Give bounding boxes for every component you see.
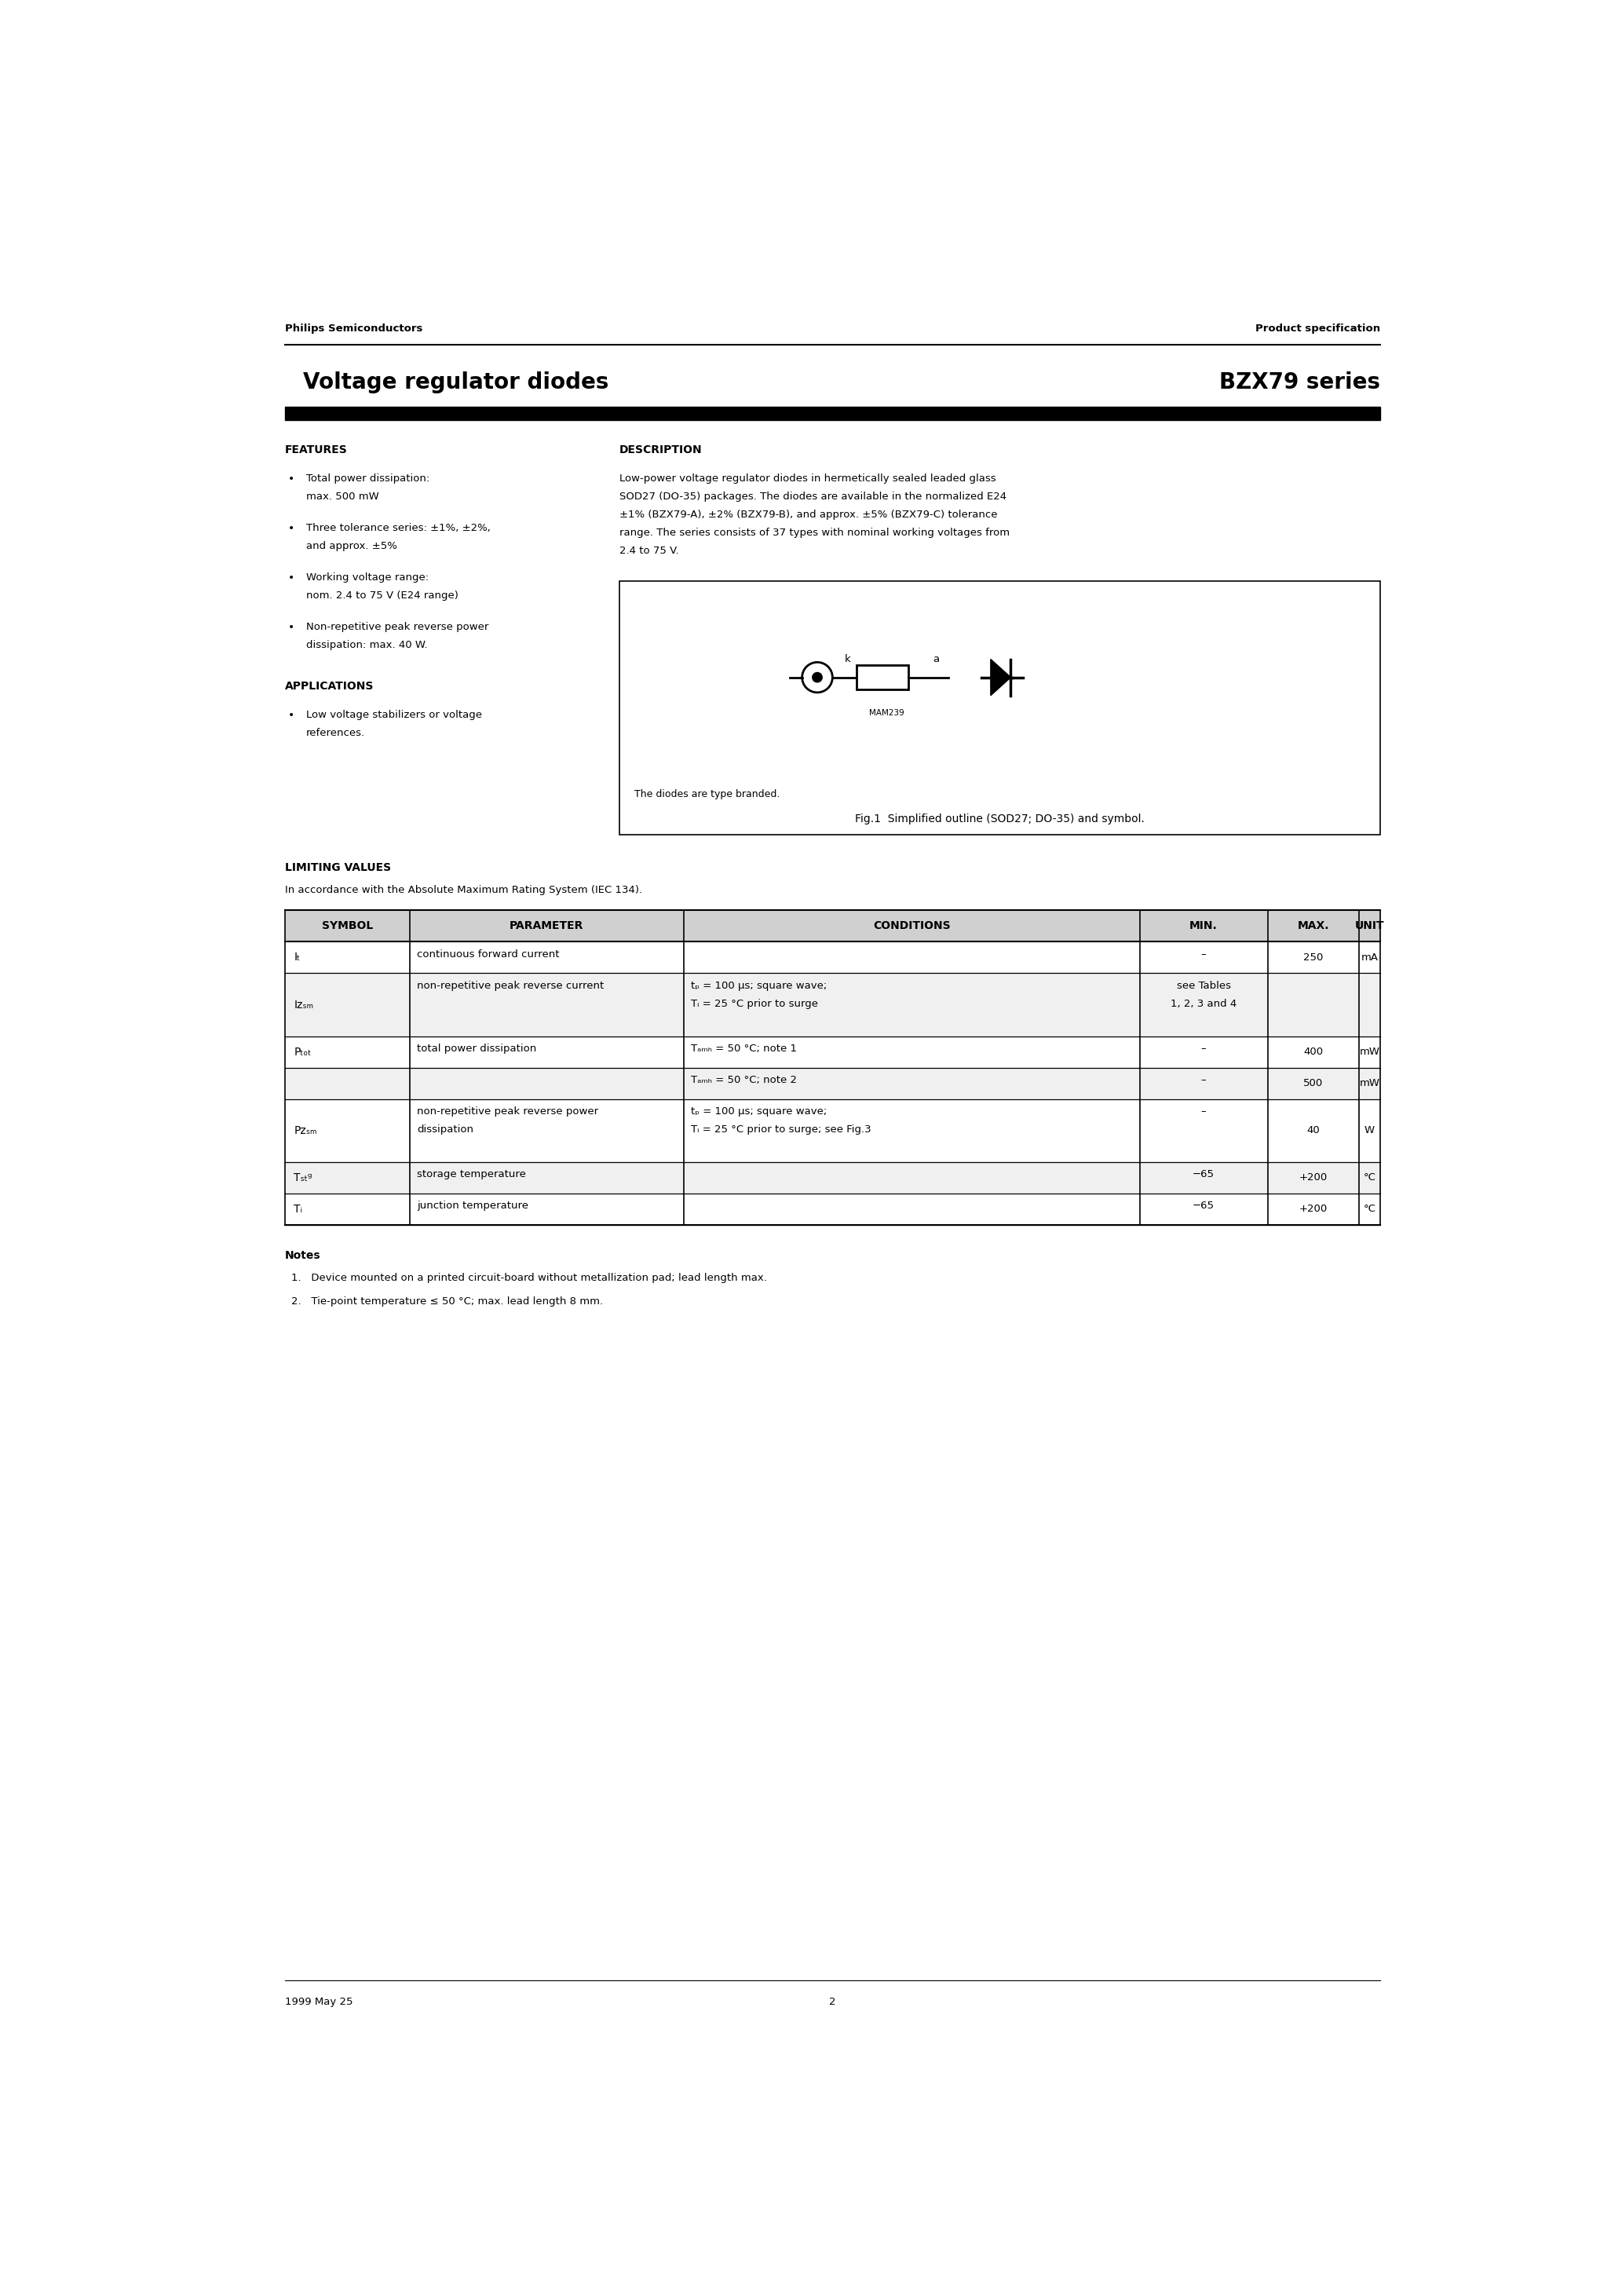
Text: W: W <box>1364 1125 1374 1137</box>
Text: Pᴢₛₘ: Pᴢₛₘ <box>294 1125 318 1137</box>
Bar <box>285 941 1380 974</box>
Bar <box>285 1035 1380 1068</box>
Bar <box>285 1162 1380 1194</box>
Bar <box>285 1100 1380 1162</box>
Text: Non-repetitive peak reverse power: Non-repetitive peak reverse power <box>307 622 488 631</box>
Text: see Tables: see Tables <box>1176 980 1231 990</box>
Text: Tₛₜᵍ: Tₛₜᵍ <box>294 1173 313 1182</box>
Text: and approx. ±5%: and approx. ±5% <box>307 542 397 551</box>
Text: Fig.1  Simplified outline (SOD27; DO-35) and symbol.: Fig.1 Simplified outline (SOD27; DO-35) … <box>855 813 1145 824</box>
Text: FEATURES: FEATURES <box>285 443 347 455</box>
Text: CONDITIONS: CONDITIONS <box>873 921 950 932</box>
Text: •: • <box>289 473 295 484</box>
Text: APPLICATIONS: APPLICATIONS <box>285 680 375 691</box>
Text: 250: 250 <box>1302 953 1324 962</box>
Text: °C: °C <box>1362 1203 1375 1215</box>
Text: Voltage regulator diodes: Voltage regulator diodes <box>303 372 608 393</box>
Text: Product specification: Product specification <box>1255 324 1380 333</box>
Text: 40: 40 <box>1307 1125 1320 1137</box>
Text: Tₐₘₕ = 50 °C; note 2: Tₐₘₕ = 50 °C; note 2 <box>691 1075 796 1086</box>
Text: The diodes are type branded.: The diodes are type branded. <box>634 790 780 799</box>
Text: tₚ = 100 μs; square wave;: tₚ = 100 μs; square wave; <box>691 1107 827 1116</box>
Text: non-repetitive peak reverse current: non-repetitive peak reverse current <box>417 980 603 990</box>
Text: MAX.: MAX. <box>1298 921 1328 932</box>
Text: Working voltage range:: Working voltage range: <box>307 572 428 583</box>
Text: storage temperature: storage temperature <box>417 1169 526 1180</box>
Text: DESCRIPTION: DESCRIPTION <box>620 443 702 455</box>
Bar <box>285 406 1380 420</box>
Text: LIMITING VALUES: LIMITING VALUES <box>285 861 391 872</box>
Text: 400: 400 <box>1304 1047 1324 1056</box>
Text: mW: mW <box>1359 1079 1380 1088</box>
Bar <box>285 1194 1380 1224</box>
Text: −65: −65 <box>1192 1169 1215 1180</box>
Text: junction temperature: junction temperature <box>417 1201 529 1210</box>
Text: 1, 2, 3 and 4: 1, 2, 3 and 4 <box>1171 999 1236 1008</box>
Text: dissipation: dissipation <box>417 1125 474 1134</box>
Text: 1999 May 25: 1999 May 25 <box>285 1998 354 2007</box>
Text: Notes: Notes <box>285 1251 321 1261</box>
Text: BZX79 series: BZX79 series <box>1220 372 1380 393</box>
Text: Three tolerance series: ±1%, ±2%,: Three tolerance series: ±1%, ±2%, <box>307 523 490 533</box>
Text: 1.   Device mounted on a printed circuit-board without metallization pad; lead l: 1. Device mounted on a printed circuit-b… <box>290 1274 767 1283</box>
Text: continuous forward current: continuous forward current <box>417 948 560 960</box>
Text: PARAMETER: PARAMETER <box>509 921 584 932</box>
Text: –: – <box>1200 1107 1207 1116</box>
Text: max. 500 mW: max. 500 mW <box>307 491 380 501</box>
Text: 500: 500 <box>1302 1079 1324 1088</box>
Text: tₚ = 100 μs; square wave;: tₚ = 100 μs; square wave; <box>691 980 827 990</box>
Text: MAM239: MAM239 <box>869 709 903 716</box>
Text: •: • <box>289 572 295 583</box>
Text: dissipation: max. 40 W.: dissipation: max. 40 W. <box>307 641 428 650</box>
Text: –: – <box>1200 948 1207 960</box>
Text: 2.   Tie-point temperature ≤ 50 °C; max. lead length 8 mm.: 2. Tie-point temperature ≤ 50 °C; max. l… <box>290 1297 603 1306</box>
Text: In accordance with the Absolute Maximum Rating System (IEC 134).: In accordance with the Absolute Maximum … <box>285 884 642 895</box>
Text: °C: °C <box>1362 1173 1375 1182</box>
Text: •: • <box>289 523 295 533</box>
Bar <box>285 912 1380 941</box>
Text: Iₜ: Iₜ <box>294 953 300 962</box>
Text: mA: mA <box>1361 953 1379 962</box>
Text: Low voltage stabilizers or voltage: Low voltage stabilizers or voltage <box>307 709 482 721</box>
Text: mW: mW <box>1359 1047 1380 1056</box>
Text: Tᵢ = 25 °C prior to surge; see Fig.3: Tᵢ = 25 °C prior to surge; see Fig.3 <box>691 1125 871 1134</box>
Text: total power dissipation: total power dissipation <box>417 1042 537 1054</box>
Text: +200: +200 <box>1299 1203 1327 1215</box>
Text: −65: −65 <box>1192 1201 1215 1210</box>
Text: Tᵢ = 25 °C prior to surge: Tᵢ = 25 °C prior to surge <box>691 999 817 1008</box>
Text: Iᴢₛₘ: Iᴢₛₘ <box>294 999 313 1010</box>
Text: –: – <box>1200 1075 1207 1086</box>
Text: 2: 2 <box>829 1998 835 2007</box>
Text: +200: +200 <box>1299 1173 1327 1182</box>
Text: SYMBOL: SYMBOL <box>321 921 373 932</box>
Text: Tₐₘₕ = 50 °C; note 1: Tₐₘₕ = 50 °C; note 1 <box>691 1042 796 1054</box>
Text: 2.4 to 75 V.: 2.4 to 75 V. <box>620 546 680 556</box>
Text: •: • <box>289 622 295 634</box>
Circle shape <box>813 673 822 682</box>
Text: Philips Semiconductors: Philips Semiconductors <box>285 324 423 333</box>
Text: UNIT: UNIT <box>1354 921 1384 932</box>
Text: a: a <box>933 654 939 664</box>
Polygon shape <box>991 659 1011 696</box>
Text: •: • <box>289 709 295 721</box>
Text: references.: references. <box>307 728 365 737</box>
Text: MIN.: MIN. <box>1189 921 1218 932</box>
Text: non-repetitive peak reverse power: non-repetitive peak reverse power <box>417 1107 599 1116</box>
Bar <box>856 666 908 689</box>
Text: Total power dissipation:: Total power dissipation: <box>307 473 430 484</box>
Text: range. The series consists of 37 types with nominal working voltages from: range. The series consists of 37 types w… <box>620 528 1011 537</box>
Text: nom. 2.4 to 75 V (E24 range): nom. 2.4 to 75 V (E24 range) <box>307 590 459 602</box>
Bar <box>620 581 1380 836</box>
Bar <box>285 974 1380 1035</box>
Text: –: – <box>1200 1042 1207 1054</box>
Text: k: k <box>845 654 852 664</box>
Text: Pₜₒₜ: Pₜₒₜ <box>294 1047 311 1058</box>
Text: ±1% (BZX79-A), ±2% (BZX79-B), and approx. ±5% (BZX79-C) tolerance: ±1% (BZX79-A), ±2% (BZX79-B), and approx… <box>620 510 998 519</box>
Bar <box>285 1068 1380 1100</box>
Text: Tᵢ: Tᵢ <box>294 1203 303 1215</box>
Text: SOD27 (DO-35) packages. The diodes are available in the normalized E24: SOD27 (DO-35) packages. The diodes are a… <box>620 491 1007 501</box>
Text: Low-power voltage regulator diodes in hermetically sealed leaded glass: Low-power voltage regulator diodes in he… <box>620 473 996 484</box>
